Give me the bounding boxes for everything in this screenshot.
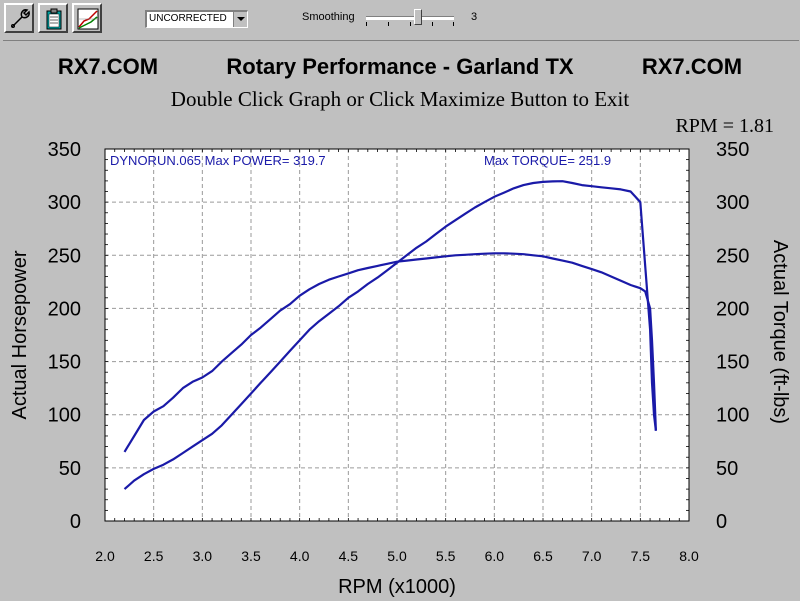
- y-axis-label-left: Actual Horsepower: [9, 250, 31, 419]
- y-tick-label-left: 150: [48, 352, 81, 374]
- x-tick-label: 8.0: [679, 548, 699, 564]
- x-tick-label: 4.0: [290, 548, 310, 564]
- y-tick-label-left: 100: [48, 405, 81, 427]
- x-tick-label: 3.0: [193, 548, 213, 564]
- curves: [123, 180, 657, 490]
- y-tick-label-right: 150: [716, 352, 749, 374]
- graph-frame: [3, 40, 799, 601]
- y-tick-label-left: 350: [48, 139, 81, 161]
- y-tick-label-right: 250: [716, 245, 749, 267]
- smoothing-label: Smoothing: [302, 11, 355, 23]
- y-tick-label-left: 200: [48, 298, 81, 320]
- horsepower-curve: [123, 180, 657, 490]
- y-tick-label-right: 100: [716, 405, 749, 427]
- y-tick-label-right: 50: [716, 458, 738, 480]
- clipboard-icon: [46, 8, 62, 30]
- x-tick-label: 4.5: [339, 548, 359, 564]
- smoothing-slider[interactable]: [366, 8, 456, 28]
- x-tick-label: 2.0: [95, 548, 115, 564]
- instruction-text: Double Click Graph or Click Maximize But…: [171, 87, 630, 111]
- slider-tick: [432, 22, 433, 26]
- run-label: DYNORUN.065 Max POWER= 319.7: [110, 153, 326, 168]
- x-tick-label: 5.5: [436, 548, 456, 564]
- x-tick-label: 6.5: [533, 548, 553, 564]
- left-brand: RX7.COM: [58, 54, 158, 79]
- y-tick-label-right: 350: [716, 139, 749, 161]
- slider-tick: [453, 22, 454, 26]
- axis-ticks: 2.0 2.5 3.0 3.5 4.0 4.5 5.0 5.5 6.0 6.5 7.0 7.5 8.0 0…: [48, 139, 750, 564]
- slider-tick: [388, 22, 389, 26]
- x-tick-label: 5.0: [387, 548, 407, 564]
- y-tick-label-left: 300: [48, 192, 81, 214]
- clipboard-button[interactable]: [38, 3, 68, 33]
- x-tick-label: 7.5: [631, 548, 651, 564]
- correction-select-value: UNCORRECTED: [149, 13, 227, 24]
- x-tick-label: 2.5: [144, 548, 164, 564]
- x-axis-label: RPM (x1000): [338, 576, 456, 598]
- smoothing-value: 3: [471, 11, 478, 23]
- torque-curve: [123, 252, 657, 453]
- graph-button[interactable]: [72, 3, 102, 33]
- wrench-icon: [11, 9, 30, 28]
- x-tick-label: 7.0: [582, 548, 602, 564]
- chevron-down-icon[interactable]: [233, 12, 247, 27]
- right-brand: RX7.COM: [642, 54, 742, 79]
- x-tick-label: 3.5: [241, 548, 261, 564]
- y-tick-label-left: 0: [70, 511, 81, 533]
- rpm-readout: RPM = 1.81: [675, 115, 774, 137]
- smoothing-slider-track: [366, 16, 454, 20]
- grid: [105, 149, 689, 521]
- smoothing-slider-thumb[interactable]: [414, 9, 422, 25]
- y-tick-label-right: 300: [716, 192, 749, 214]
- slider-tick: [410, 22, 411, 26]
- wrench-button[interactable]: [4, 3, 34, 33]
- correction-select[interactable]: UNCORRECTED: [145, 10, 248, 28]
- y-tick-label-left: 250: [48, 245, 81, 267]
- max-torque-label: Max TORQUE= 251.9: [484, 153, 611, 168]
- center-title: Rotary Performance - Garland TX: [226, 54, 574, 79]
- y-axis-label-right: Actual Torque (ft-lbs): [769, 240, 791, 424]
- y-tick-label-right: 200: [716, 298, 749, 320]
- y-tick-label-left: 50: [59, 458, 81, 480]
- slider-tick: [366, 22, 367, 26]
- toolbar: UNCORRECTED Smoothing 3: [0, 0, 800, 36]
- graph-icon: [77, 8, 99, 30]
- x-tick-label: 6.0: [485, 548, 505, 564]
- y-tick-label-right: 0: [716, 511, 727, 533]
